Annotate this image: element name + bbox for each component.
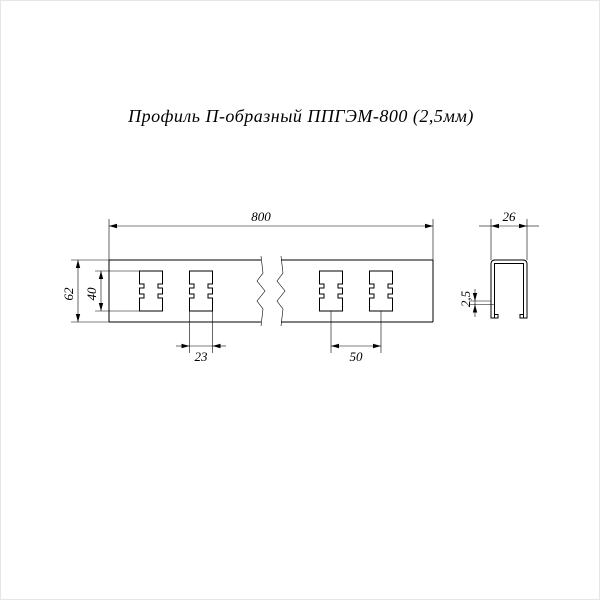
dim-height: 62 [61, 287, 76, 301]
drawing-svg: 800 62 40 23 [1, 1, 600, 601]
front-view [109, 256, 433, 326]
dim-slot-h: 40 [84, 287, 99, 301]
dim-thk: 2,5 [458, 290, 473, 307]
side-view [491, 260, 527, 318]
dim-slot-w: 23 [195, 349, 209, 364]
dim-pitch: 50 [350, 349, 364, 364]
dim-side-w: 26 [503, 209, 517, 224]
dim-length: 800 [251, 209, 271, 224]
front-dimensions: 800 62 40 23 [61, 209, 433, 364]
page: Профиль П-образный ППГЭМ-800 (2,5мм) [0, 0, 600, 600]
